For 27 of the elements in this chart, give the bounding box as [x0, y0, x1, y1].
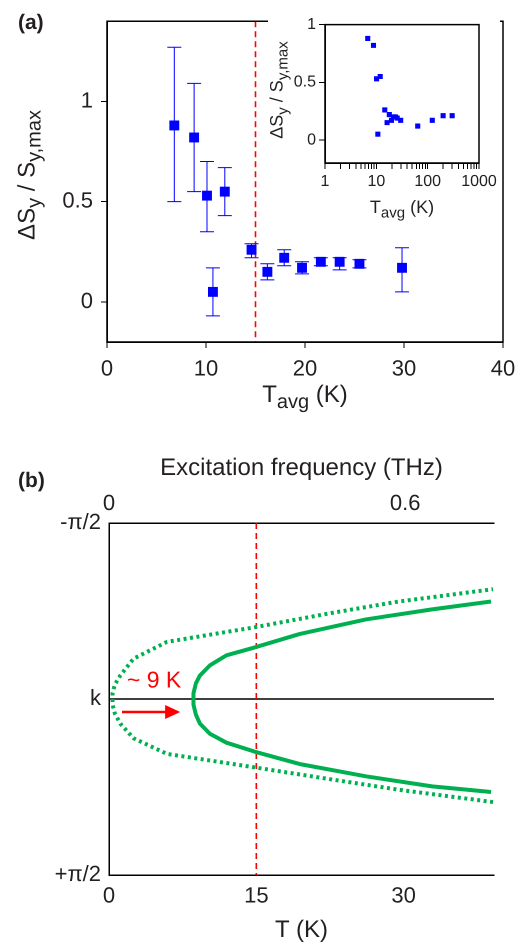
- x-tick-label: 1: [320, 173, 330, 190]
- x-tick-label: 10: [194, 355, 218, 380]
- x-axis-title: T$_{avg}$ (K): [262, 381, 348, 413]
- y-tick-label: 0.5: [62, 188, 93, 213]
- x-tick-label: 15: [244, 882, 269, 908]
- x-tick-label: 100: [414, 173, 442, 190]
- x-tick-label: 20: [292, 355, 318, 380]
- x-tick-label: 40: [490, 355, 516, 380]
- x2-tick-label: 0.6: [390, 490, 420, 515]
- annotation: ~ 9 K: [126, 666, 182, 692]
- y-tick-label: -π/2: [60, 509, 101, 534]
- chart-title: (a): [18, 11, 44, 34]
- x-tick-label: 1000: [461, 173, 497, 190]
- chart-title: (b): [18, 469, 45, 492]
- x-tick-label: 30: [391, 882, 416, 908]
- y-tick-label: 0: [80, 288, 93, 313]
- x-tick-label: 30: [392, 355, 416, 380]
- y-tick-label: 1: [307, 16, 316, 34]
- y-tick-label: 1: [80, 87, 93, 112]
- x-tick-label: 10: [367, 173, 386, 190]
- x-axis-title: T$_{avg}$ (K): [370, 197, 434, 222]
- y-tick-label: 0.5: [294, 74, 316, 91]
- y-tick-label: 0: [307, 131, 316, 148]
- x2-axis-title: Excitation frequency (THz): [160, 454, 443, 481]
- y-tick-label: k: [90, 685, 102, 710]
- y-tick-label: +π/2: [54, 861, 101, 886]
- x-axis-title: T (K): [275, 916, 328, 943]
